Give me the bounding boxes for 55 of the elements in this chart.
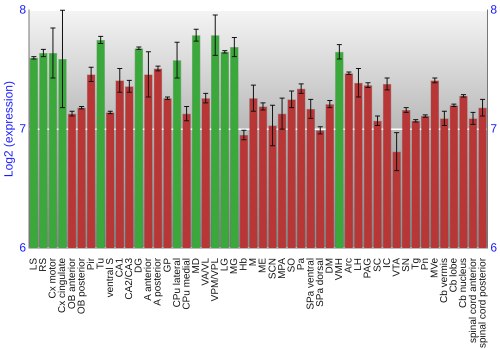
x-tick-label: CA1 <box>114 258 126 278</box>
x-tick-label: MPA <box>276 258 288 279</box>
x-tick-label: MVe <box>430 258 441 278</box>
x-tick-label: Pa <box>296 258 307 270</box>
x-tick-label: OB anterior <box>66 257 78 310</box>
x-tick-label: PAG <box>362 258 374 278</box>
x-tick-label: spinal cord anterior <box>468 257 479 344</box>
x-tick-label: MD <box>190 258 202 274</box>
x-tick-label: Cx motor <box>48 257 59 299</box>
x-tick-label: Arc <box>344 258 355 273</box>
x-tick-label: SO <box>286 258 298 272</box>
x-tick-label: VA/VL <box>200 258 212 286</box>
x-tick-label: CPu medial <box>181 258 192 310</box>
x-tick-label: OB posterior <box>76 257 88 314</box>
y-tick-label: 7 <box>19 121 26 136</box>
x-tick-label: SC <box>372 258 384 272</box>
x-tick-label: VMH <box>334 258 346 280</box>
x-tick-label: VPM/VPL <box>210 258 221 302</box>
x-tick-label: DM <box>324 258 336 274</box>
y2-tick-label: 7 <box>490 121 498 136</box>
x-tick-label: A anterior <box>143 257 154 301</box>
x-tick-label: Cb nucleus <box>458 258 470 308</box>
x-tick-label: Cb lobe <box>448 258 460 292</box>
y-tick-label: 6 <box>19 240 26 254</box>
x-tick-label: ventral S <box>104 258 116 298</box>
y2-tick-label: 6 <box>490 240 498 254</box>
x-tick-label: SN <box>400 258 412 272</box>
y2-tick-label: 8 <box>490 2 498 17</box>
x-tick-label: Hb <box>238 258 250 271</box>
x-tick-label: LH <box>353 258 364 271</box>
x-tick-label: Pir <box>86 257 97 270</box>
y-tick-label: 8 <box>19 2 26 17</box>
x-tick-label: SCN <box>267 258 278 280</box>
x-tick-label: Cx cingulate <box>57 258 68 313</box>
x-tick-label: SPa dorsal <box>315 258 326 307</box>
x-tick-label: M <box>248 258 260 266</box>
x-tick-label: Tg <box>410 258 422 270</box>
x-tick-label: VTA <box>391 258 402 277</box>
x-tick-label: MG <box>229 258 240 274</box>
y-axis-title: Log2 (expression) <box>2 81 16 178</box>
x-tick-label: Tu <box>95 258 106 270</box>
x-tick-label: SPa ventral <box>305 258 316 310</box>
x-tick-label: LS <box>28 258 40 270</box>
x-tick-label: RS <box>38 258 50 272</box>
x-tick-label: ME <box>258 258 269 273</box>
x-tick-label: spinal cord posterior <box>477 257 488 348</box>
x-tick-label: Cb vermis <box>439 258 450 303</box>
x-tick-label: A posterior <box>152 257 164 306</box>
x-tick-label: Pn <box>420 258 432 270</box>
x-tick-label: GP <box>162 258 174 272</box>
x-tick-label: LG <box>220 258 231 272</box>
x-tick-label: IC <box>382 258 393 268</box>
x-tick-label: DG <box>134 258 145 273</box>
x-tick-label: CA2/CA3 <box>124 258 136 300</box>
x-tick-label: CPu lateral <box>172 258 183 308</box>
